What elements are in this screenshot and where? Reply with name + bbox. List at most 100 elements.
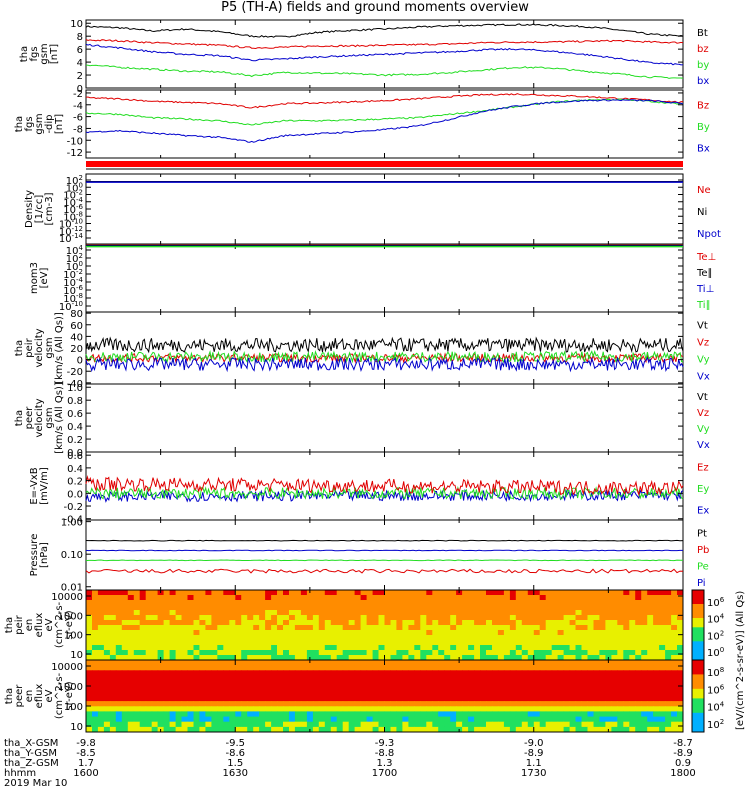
spectrogram-cell xyxy=(557,655,565,661)
spectrogram-cell xyxy=(474,721,481,728)
spectrogram-cell xyxy=(163,635,171,641)
spectrogram-cell xyxy=(551,726,559,733)
spectrogram-cell xyxy=(133,620,141,626)
spectrogram-cell xyxy=(181,690,188,697)
spectrogram-cell xyxy=(139,675,147,681)
spectrogram-cell xyxy=(462,711,469,717)
colorbar-cell xyxy=(692,669,704,673)
spectrogram-cell xyxy=(92,726,99,733)
spectrogram-cell xyxy=(539,595,547,601)
spectrogram-cell xyxy=(474,680,481,687)
spectrogram-cell xyxy=(265,685,272,692)
fgs-1-tick-label: -2 xyxy=(73,89,83,100)
spectrogram-cell xyxy=(133,685,141,692)
spectrogram-cell xyxy=(653,665,660,671)
spectrogram-cell xyxy=(557,665,565,671)
spectrogram-cell xyxy=(163,655,171,661)
spectrogram-cell xyxy=(151,685,159,692)
series-peir-Vy xyxy=(85,349,684,364)
spectrogram-cell xyxy=(611,721,618,728)
spectrogram-cell xyxy=(253,716,260,723)
log-3-legend-1: Ni xyxy=(697,207,707,218)
spectrogram-cell xyxy=(127,600,135,606)
spectrogram-cell xyxy=(509,670,517,676)
spectrogram-cell xyxy=(623,670,630,676)
spectrogram-cell xyxy=(360,675,368,681)
spectrogram-cell xyxy=(611,665,618,671)
spectrogram-cell xyxy=(515,685,523,692)
spectrogram-cell xyxy=(617,716,624,723)
peer-velocity-legend-0: Vt xyxy=(697,392,708,403)
spectrogram-cell xyxy=(492,600,499,606)
spectrogram-cell xyxy=(223,665,230,671)
spectrogram-cell xyxy=(492,640,499,646)
spectrogram-cell xyxy=(515,600,523,606)
spectrogram-cell xyxy=(414,620,421,626)
spectrogram-cell xyxy=(127,680,135,687)
spectrogram-cell xyxy=(462,660,469,666)
spectrogram-cell xyxy=(629,620,636,626)
spectrogram-cell xyxy=(480,590,487,596)
spectrogram-cell xyxy=(175,721,183,728)
fgs-0-ylabel: [nT] xyxy=(49,44,60,64)
spectrogram-cell xyxy=(330,675,338,681)
spectrogram-cell xyxy=(480,645,487,651)
spectrogram-cell xyxy=(247,595,254,601)
spectrogram-cell xyxy=(163,685,171,692)
spectrogram-cell xyxy=(241,655,248,661)
spectrogram-cell xyxy=(438,595,445,601)
spectrogram-cell xyxy=(312,595,320,601)
spectrogram-cell xyxy=(86,701,93,707)
spectrogram-cell xyxy=(581,605,588,611)
spectrogram-cell xyxy=(426,685,433,692)
spectrogram-cell xyxy=(97,655,105,661)
spectrogram-cell xyxy=(318,610,326,616)
spectrogram-cell xyxy=(86,696,93,702)
spectrogram-cell xyxy=(408,650,415,656)
spectrogram-cell xyxy=(211,615,218,621)
spectrogram-cell xyxy=(229,721,236,728)
spectrogram-cell xyxy=(444,640,451,646)
spectrogram-cell xyxy=(497,600,505,606)
spectrogram-cell xyxy=(617,605,624,611)
spectrogram-cell xyxy=(509,635,517,641)
spectrogram-cell xyxy=(187,696,194,702)
spectrogram-cell xyxy=(372,701,380,707)
spectrogram-cell xyxy=(390,721,397,728)
spectrogram-cell xyxy=(408,630,415,636)
spectrogram-cell xyxy=(336,696,344,702)
spectrogram-cell xyxy=(659,610,666,616)
spectrogram-cell xyxy=(665,690,672,697)
spectrogram-cell xyxy=(324,640,332,646)
spectrogram-cell xyxy=(605,600,612,606)
spectrogram-cell xyxy=(545,635,553,641)
spectrogram-cell xyxy=(115,625,123,631)
spectrogram-cell xyxy=(366,610,374,616)
spectrogram-cell xyxy=(474,610,481,616)
log-3-tick-label: 102 xyxy=(66,174,83,187)
spectrogram-cell xyxy=(444,635,451,641)
spectrogram-cell xyxy=(217,635,224,641)
spectrogram-cell xyxy=(450,610,457,616)
spectrogram-cell xyxy=(271,655,278,661)
spectrogram-cell xyxy=(271,675,278,681)
spectrogram-cell xyxy=(468,670,475,676)
spectrogram-cell xyxy=(163,670,171,676)
spectrogram-cell xyxy=(294,600,302,606)
spectrogram-cell xyxy=(133,690,141,697)
spectrogram-cell xyxy=(169,706,177,712)
spectrogram-cell xyxy=(396,701,403,707)
spectrogram-cell xyxy=(641,721,648,728)
spectrogram-cell xyxy=(259,635,266,641)
spectrogram-cell xyxy=(247,600,254,606)
spectrogram-cell xyxy=(163,711,171,717)
spectrogram-cell xyxy=(157,670,165,676)
spectrogram-cell xyxy=(121,600,129,606)
colorbar-cell xyxy=(692,672,704,675)
spectrogram-cell xyxy=(145,721,153,728)
spectrogram-cell xyxy=(480,605,487,611)
spectrogram-cell xyxy=(569,640,577,646)
spectrogram-cell xyxy=(611,706,618,712)
spectrogram-cell xyxy=(289,660,296,666)
spectrogram-cell xyxy=(503,675,511,681)
